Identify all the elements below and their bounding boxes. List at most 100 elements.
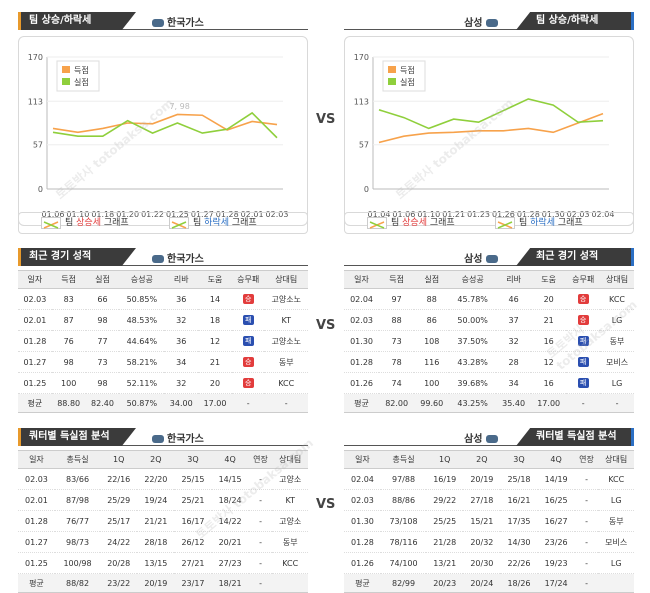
table-cell: 20 — [531, 288, 567, 310]
table-cell: 48.53% — [119, 309, 165, 331]
legend-label: 득점 — [74, 65, 89, 75]
right-recent-title: 최근 경기 성적 — [516, 248, 634, 266]
right-quarter-panel: 쿼터별 득실점 분석 삼성 일자 총득실 1Q 2Q 3Q 4Q 연장 상대팀 02.04 97/… — [344, 428, 634, 593]
left-recent-title: 최근 경기 성적 — [18, 248, 136, 266]
table-cell: 83/66 — [54, 468, 101, 490]
table-cell: 패 — [566, 351, 601, 373]
table-cell: 20/19 — [463, 468, 501, 490]
table-cell: 73 — [85, 351, 120, 373]
table-cell: 동부 — [264, 351, 308, 373]
table-cell: - — [248, 552, 273, 574]
table-cell: 23/17 — [174, 573, 212, 593]
result-badge: 패 — [577, 378, 589, 388]
table-cell: - — [248, 468, 273, 490]
right-trend-header: 팀 상승/하락세 삼성 — [344, 12, 634, 30]
table-cell: 116 — [414, 351, 450, 373]
x-tick-label: 01.28 — [216, 210, 239, 219]
up-graph-icon — [367, 216, 387, 229]
column-header: 일자 — [344, 270, 380, 289]
y-tick-label: 170 — [354, 53, 369, 62]
table-row: 01.25 100 98 52.11% 32 20 승 KCC — [18, 372, 308, 394]
x-tick-label: 01.20 — [116, 210, 139, 219]
x-tick-label: 02.04 — [592, 210, 615, 219]
table-cell: 평균 — [344, 573, 381, 593]
table-row: 02.04 97/88 16/19 20/19 25/18 14/19- KCC — [344, 468, 634, 490]
table-cell: 20/28 — [100, 552, 138, 574]
table-cell: 14/19 — [537, 468, 575, 490]
y-tick-label: 57 — [359, 141, 369, 150]
table-cell: 16/17 — [174, 510, 212, 532]
column-header: 일자 — [344, 450, 381, 469]
table-cell: 25/21 — [174, 489, 212, 511]
table-cell: 37.50% — [449, 330, 497, 352]
table-cell: 패 — [566, 372, 601, 394]
table-cell: 98 — [85, 309, 120, 331]
column-header: 상대팀 — [598, 450, 634, 469]
table-cell: 14 — [198, 288, 232, 310]
table-cell: 모비스 — [598, 531, 634, 553]
table-cell: 78/116 — [380, 531, 427, 553]
table-row: 01.27 98 73 58.21% 34 21 승 동부 — [18, 351, 308, 373]
table-cell: 50.00% — [449, 309, 497, 331]
table-cell: 34 — [164, 351, 199, 373]
table-cell: 20/23 — [426, 573, 464, 593]
table-cell: 100/98 — [54, 552, 101, 574]
table-cell: - — [566, 393, 601, 413]
vs-label-bottom: VS — [316, 497, 336, 512]
table-cell: 02.01 — [18, 489, 55, 511]
table-cell: 21/28 — [426, 531, 464, 553]
table-cell: 21 — [531, 309, 567, 331]
table-cell: 25/29 — [100, 489, 138, 511]
table-cell: 14/30 — [500, 531, 538, 553]
table-cell: 43.25% — [449, 393, 497, 413]
column-header: 상대팀 — [272, 450, 308, 469]
table-cell: 78 — [379, 351, 415, 373]
table-cell: 32 — [164, 309, 199, 331]
table-cell: 99.60 — [414, 393, 450, 413]
table-cell: 108 — [414, 330, 450, 352]
column-header: 득점 — [379, 270, 415, 289]
table-cell: LG — [600, 309, 634, 331]
table-cell: LG — [600, 372, 634, 394]
table-cell: 17.00 — [531, 393, 567, 413]
table-cell: 01.26 — [344, 552, 381, 574]
table-cell: 동부 — [598, 510, 634, 532]
table-cell: 01.26 — [344, 372, 380, 394]
column-header: 승성공 — [449, 270, 497, 289]
table-row: 02.01 87/98 25/29 19/24 25/21 18/24- KT — [18, 489, 308, 511]
table-cell: 52.11% — [119, 372, 165, 394]
table-cell: - — [574, 489, 599, 511]
average-row: 평균 88.80 82.40 50.87% 34.00 17.00- - — [18, 393, 308, 413]
column-header: 연장 — [248, 450, 273, 469]
legend-swatch — [62, 66, 70, 73]
average-row: 평균 82/99 20/23 20/24 18/26 17/24- — [344, 573, 634, 593]
table-cell: 13/15 — [137, 552, 175, 574]
legend-swatch — [388, 78, 396, 85]
table-cell: 승 — [231, 288, 265, 310]
table-cell: 18/26 — [500, 573, 538, 593]
table-cell: 36 — [164, 330, 199, 352]
table-cell: 01.25 — [18, 372, 52, 394]
series-line-allowed — [52, 111, 278, 139]
table-cell: 43.28% — [449, 351, 497, 373]
legend-swatch — [62, 78, 70, 85]
y-tick-label: 0 — [364, 185, 369, 194]
left-legend-bar: 팀 상승세 그래프 팀 하락세 그래프 — [18, 212, 308, 234]
table-cell: 14/22 — [211, 510, 249, 532]
table-cell: - — [248, 573, 273, 593]
table-cell: 88 — [414, 288, 450, 310]
table-row: 01.28 76 77 44.64% 36 12 패 고양소노 — [18, 330, 308, 352]
table-cell: 82.40 — [85, 393, 120, 413]
column-header: 실점 — [85, 270, 120, 289]
table-cell: 35.40 — [496, 393, 532, 413]
table-row: 02.03 83/66 22/16 22/20 25/15 14/15- 고양소 — [18, 468, 308, 490]
column-header: 총득실 — [380, 450, 427, 469]
table-cell: - — [574, 510, 599, 532]
column-header: 실점 — [414, 270, 450, 289]
x-tick-label: 01.10 — [417, 210, 440, 219]
average-row: 평균 88/82 23/22 20/19 23/17 18/21- — [18, 573, 308, 593]
table-cell: 고양소노 — [264, 330, 308, 352]
table-cell: - — [574, 552, 599, 574]
column-header: 일자 — [18, 270, 52, 289]
table-cell: 19/24 — [137, 489, 175, 511]
